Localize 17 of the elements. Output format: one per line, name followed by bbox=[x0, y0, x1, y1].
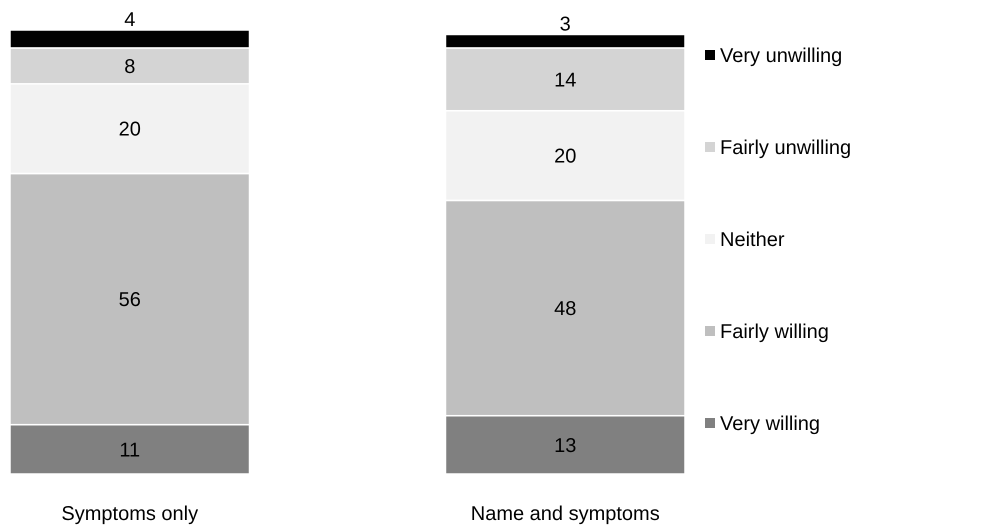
data-label: 20 bbox=[118, 118, 141, 141]
x-tick-label: Name and symptoms bbox=[470, 503, 660, 525]
data-label: 3 bbox=[560, 13, 571, 36]
legend-label: Neither bbox=[720, 229, 785, 251]
data-label: 14 bbox=[554, 69, 576, 92]
legend-label: Fairly willing bbox=[720, 321, 829, 343]
data-label: 13 bbox=[554, 434, 576, 457]
data-label: 8 bbox=[124, 56, 136, 78]
data-label: 4 bbox=[124, 9, 136, 31]
x-tick-label: Symptoms only bbox=[61, 503, 198, 525]
data-label: 56 bbox=[118, 289, 141, 312]
data-label: 48 bbox=[554, 298, 576, 320]
data-label: 20 bbox=[554, 146, 576, 168]
legend-label: Fairly unwilling bbox=[720, 137, 852, 159]
legend-label: Very willing bbox=[720, 413, 820, 435]
data-label: 11 bbox=[119, 439, 140, 462]
legend-label: Very unwilling bbox=[720, 45, 842, 67]
